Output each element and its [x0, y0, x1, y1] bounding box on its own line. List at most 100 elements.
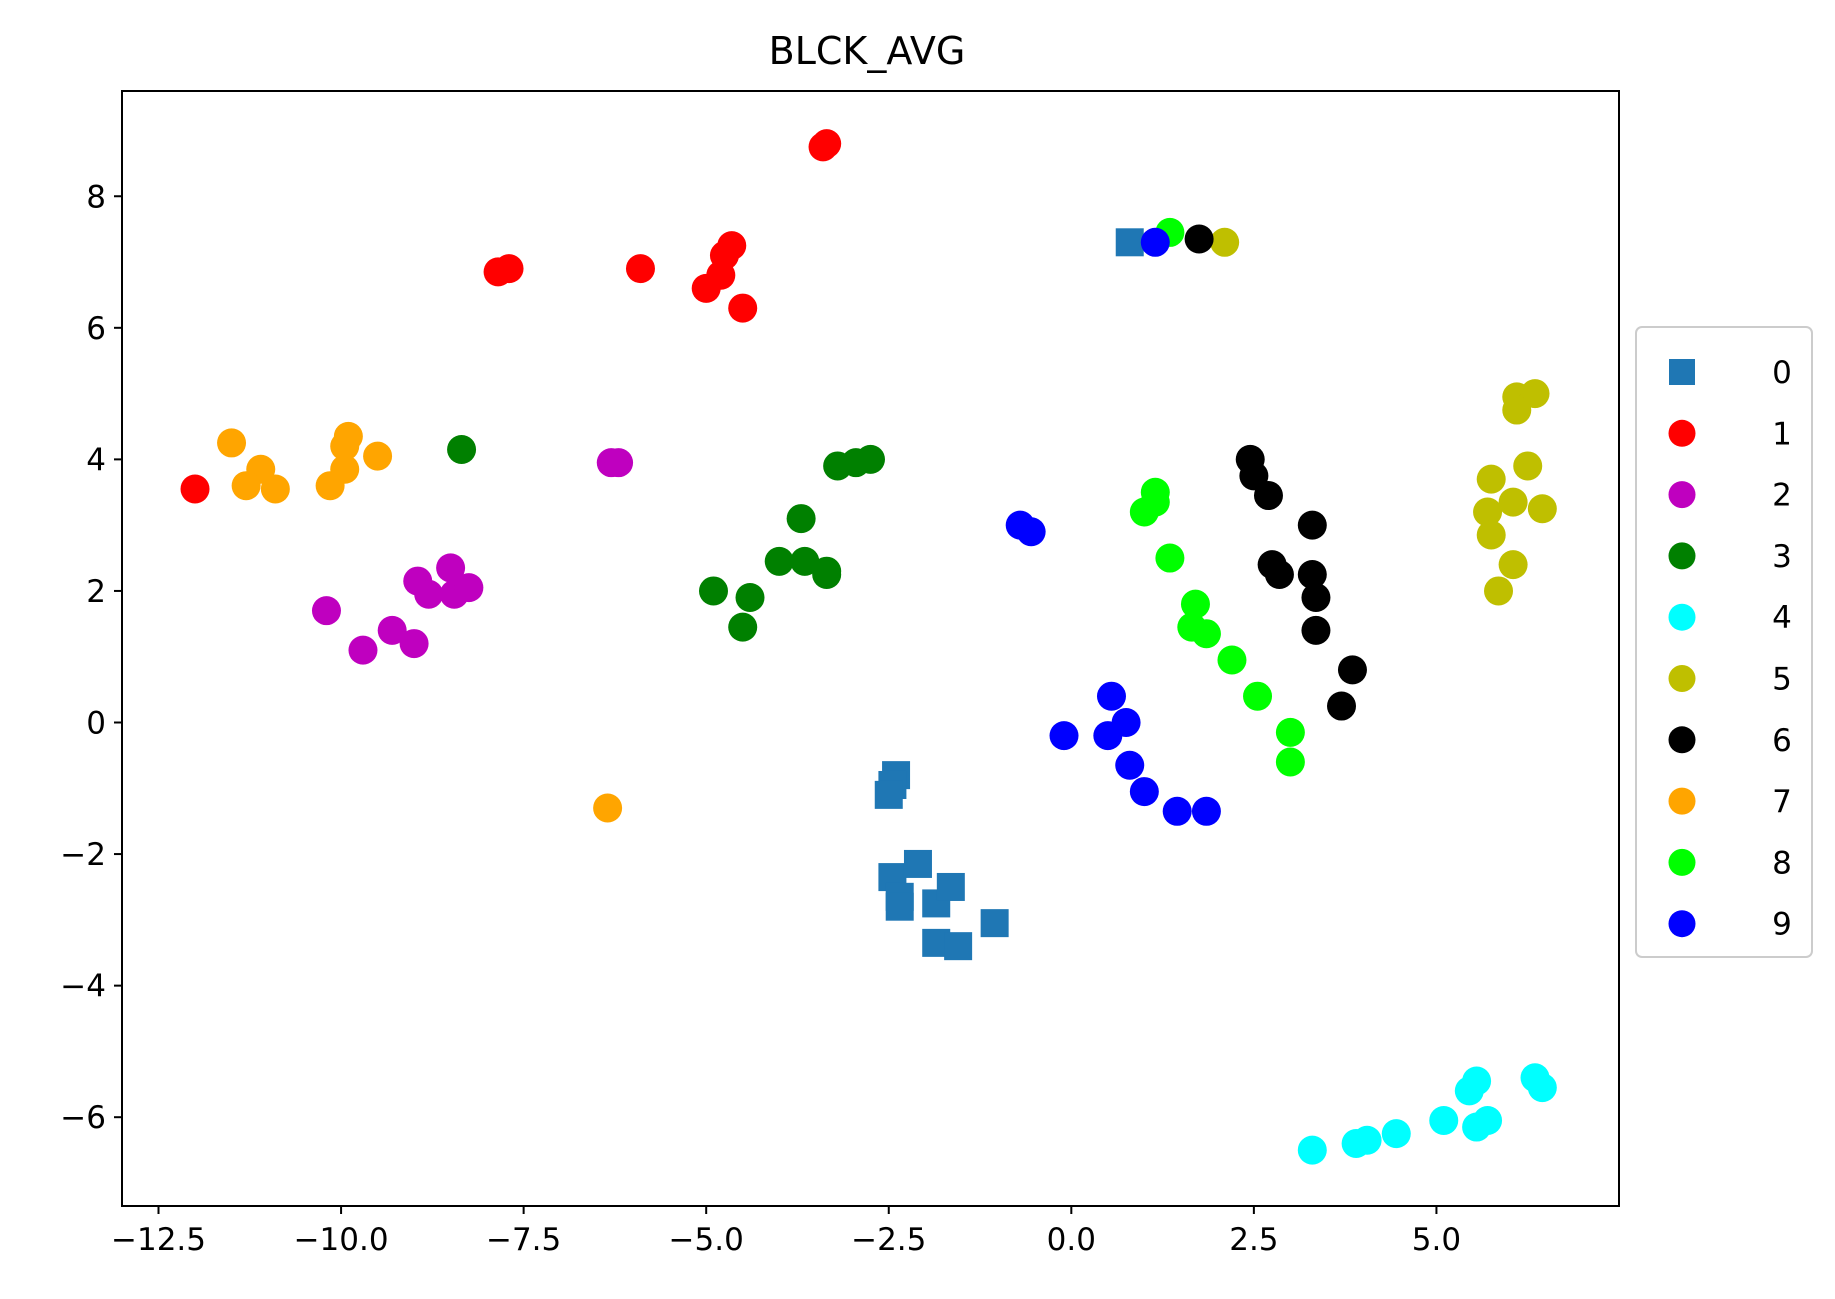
point-series-5-8: [1527, 494, 1557, 524]
legend-marker-4: [1668, 603, 1696, 631]
point-series-8-10: [1275, 717, 1305, 747]
point-series-8-8: [1217, 645, 1247, 675]
legend-marker-2: [1668, 481, 1696, 509]
point-series-6-6: [1264, 559, 1294, 589]
point-series-9-6: [1093, 721, 1123, 751]
point-series-3-0: [447, 435, 477, 465]
y-tick-label: 4: [86, 442, 106, 478]
legend-label-3: 3: [1772, 539, 1792, 575]
x-tick-label: −5.0: [669, 1222, 744, 1258]
point-series-9-5: [1049, 721, 1079, 751]
point-series-5-0: [1210, 227, 1240, 257]
point-series-1-3: [494, 254, 524, 284]
legend-marker-7: [1668, 787, 1696, 815]
point-series-9-3: [1096, 681, 1126, 711]
point-series-3-4: [786, 504, 816, 534]
point-series-7-9: [593, 793, 623, 823]
point-series-2-2: [311, 596, 341, 626]
point-series-4-0: [1297, 1135, 1327, 1165]
point-series-1-10: [180, 474, 210, 504]
point-series-5-6: [1473, 497, 1503, 527]
legend-label-6: 6: [1772, 723, 1792, 759]
point-series-6-11: [1327, 691, 1357, 721]
point-series-1-9: [728, 293, 758, 323]
point-series-2-10: [454, 573, 484, 603]
point-series-0-12: [980, 909, 1009, 938]
point-series-9-10: [1191, 796, 1221, 826]
legend-marker-1: [1668, 419, 1696, 447]
point-series-2-5: [399, 629, 429, 659]
point-series-6-3: [1253, 481, 1283, 511]
point-series-7-2: [231, 471, 261, 501]
y-tick-label: 6: [86, 311, 106, 347]
point-series-2-8: [436, 553, 466, 583]
x-tick-label: −2.5: [851, 1222, 926, 1258]
legend-label-5: 5: [1772, 662, 1792, 698]
point-series-2-1: [604, 448, 634, 478]
point-series-3-6: [790, 546, 820, 576]
point-series-4-2: [1352, 1125, 1382, 1155]
legend-label-1: 1: [1772, 416, 1792, 452]
point-series-5-4: [1513, 451, 1543, 481]
y-axis: 8 6 4 2 0 −2 −4 −6: [60, 179, 122, 1136]
legend-label-7: 7: [1772, 784, 1792, 820]
point-series-0-7: [885, 892, 914, 921]
x-tick-label: −10.0: [294, 1222, 389, 1258]
x-axis: −12.5 −10.0 −7.5 −5.0 −2.5 0.0 2.5 5.0: [111, 1206, 1461, 1258]
legend-marker-9: [1668, 910, 1696, 938]
point-series-9-8: [1129, 777, 1159, 807]
point-series-1-4: [625, 254, 655, 284]
point-series-0-0: [1115, 228, 1144, 257]
plot-area: [180, 129, 1557, 1165]
y-tick-label: −6: [60, 1100, 106, 1136]
point-series-5-3: [1502, 395, 1532, 425]
point-series-8-4: [1155, 543, 1185, 573]
point-series-7-6: [363, 441, 393, 471]
point-series-6-10: [1337, 655, 1367, 685]
legend-label-4: 4: [1772, 600, 1792, 636]
point-series-8-3: [1129, 497, 1159, 527]
legend: 0 1 2 3 4 5 6 7 8 9: [1635, 326, 1813, 958]
point-series-6-7: [1297, 559, 1327, 589]
x-tick-label: −7.5: [486, 1222, 561, 1258]
point-series-8-7: [1191, 619, 1221, 649]
point-series-3-11: [728, 612, 758, 642]
legend-marker-8: [1668, 848, 1696, 876]
point-series-4-3: [1381, 1119, 1411, 1149]
legend-marker-3: [1668, 542, 1696, 570]
point-series-7-3: [260, 474, 290, 504]
point-series-1-1: [808, 132, 838, 162]
point-series-0-9: [936, 872, 965, 901]
point-series-8-11: [1275, 747, 1305, 777]
point-series-3-8: [812, 559, 842, 589]
x-tick-label: 5.0: [1412, 1222, 1461, 1258]
legend-marker-5: [1668, 665, 1696, 692]
point-series-3-9: [698, 576, 728, 606]
legend-label-0: 0: [1772, 355, 1792, 391]
point-series-3-3: [856, 444, 885, 474]
y-tick-label: 8: [86, 179, 106, 215]
point-series-2-7: [414, 579, 444, 609]
point-series-6-9: [1301, 615, 1331, 645]
point-series-6-8: [1301, 583, 1331, 613]
point-series-9-2: [1016, 517, 1046, 547]
point-series-2-3: [348, 635, 378, 665]
point-series-4-10: [1527, 1073, 1557, 1103]
legend-label-2: 2: [1772, 478, 1792, 514]
legend-label-8: 8: [1772, 845, 1792, 881]
point-series-6-0: [1184, 224, 1214, 254]
point-series-0-3: [874, 780, 903, 809]
point-series-5-9: [1476, 520, 1506, 550]
point-series-7-8: [315, 471, 345, 501]
point-series-4-4: [1429, 1105, 1459, 1135]
point-series-5-11: [1484, 576, 1514, 606]
plot-frame: [121, 90, 1620, 1207]
y-tick-label: 0: [86, 706, 106, 742]
point-series-6-4: [1297, 510, 1327, 540]
point-series-0-11: [944, 932, 973, 961]
y-tick-label: −2: [60, 837, 106, 873]
point-series-7-0: [217, 428, 247, 458]
point-series-0-5: [903, 849, 932, 878]
point-series-9-0: [1140, 227, 1170, 257]
point-series-2-4: [377, 615, 407, 645]
